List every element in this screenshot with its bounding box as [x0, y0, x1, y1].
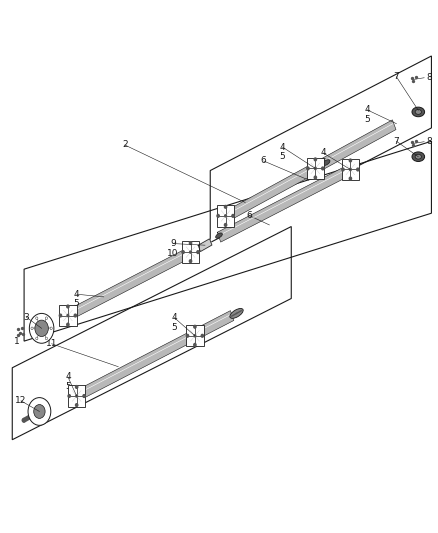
- Polygon shape: [224, 163, 317, 222]
- Circle shape: [307, 167, 309, 170]
- Ellipse shape: [230, 309, 243, 318]
- Text: 3: 3: [23, 313, 29, 321]
- Ellipse shape: [323, 160, 330, 165]
- Bar: [307, 158, 324, 179]
- Circle shape: [217, 214, 219, 217]
- Text: 8: 8: [426, 137, 432, 146]
- Text: 5: 5: [171, 323, 177, 332]
- Text: 4: 4: [65, 373, 71, 381]
- Text: 12: 12: [15, 397, 27, 405]
- Polygon shape: [314, 120, 396, 173]
- Polygon shape: [198, 239, 212, 252]
- Circle shape: [350, 168, 351, 171]
- Bar: [59, 305, 77, 326]
- Circle shape: [67, 305, 69, 308]
- Bar: [182, 241, 199, 263]
- Text: 8: 8: [426, 73, 432, 82]
- Text: 5: 5: [279, 152, 286, 161]
- Text: 1: 1: [14, 337, 20, 345]
- Circle shape: [186, 334, 189, 337]
- Circle shape: [314, 167, 316, 169]
- Circle shape: [225, 215, 226, 217]
- Ellipse shape: [215, 233, 223, 238]
- Circle shape: [76, 395, 78, 397]
- Circle shape: [35, 320, 48, 336]
- Text: 9: 9: [170, 239, 176, 248]
- Text: 5: 5: [364, 115, 370, 124]
- Circle shape: [36, 317, 38, 320]
- Circle shape: [189, 241, 192, 245]
- Text: 4: 4: [74, 290, 79, 298]
- Circle shape: [194, 343, 196, 346]
- Circle shape: [75, 403, 78, 407]
- Circle shape: [75, 385, 78, 389]
- Circle shape: [314, 176, 317, 179]
- Text: 4: 4: [172, 313, 177, 322]
- Circle shape: [342, 168, 344, 171]
- Text: 5: 5: [320, 158, 326, 167]
- Circle shape: [31, 327, 33, 330]
- Circle shape: [194, 325, 196, 328]
- Bar: [68, 385, 85, 407]
- Circle shape: [197, 251, 199, 254]
- Circle shape: [189, 260, 192, 263]
- Circle shape: [67, 314, 69, 317]
- Text: 5: 5: [65, 382, 71, 391]
- Ellipse shape: [412, 152, 424, 161]
- Circle shape: [45, 337, 47, 340]
- Circle shape: [349, 159, 352, 162]
- Text: 4: 4: [364, 106, 370, 114]
- Ellipse shape: [412, 107, 424, 117]
- Circle shape: [36, 337, 38, 340]
- Text: 10: 10: [167, 249, 179, 257]
- Text: 4: 4: [280, 143, 285, 151]
- Circle shape: [182, 251, 184, 254]
- Bar: [342, 159, 359, 180]
- Circle shape: [314, 158, 317, 161]
- Circle shape: [45, 317, 47, 320]
- Circle shape: [59, 314, 62, 317]
- Circle shape: [28, 398, 51, 425]
- Circle shape: [357, 168, 359, 171]
- Text: 2: 2: [122, 141, 127, 149]
- Bar: [217, 205, 234, 227]
- Text: 4: 4: [321, 149, 326, 157]
- Polygon shape: [217, 165, 352, 242]
- Circle shape: [83, 394, 85, 398]
- Text: 7: 7: [393, 72, 399, 81]
- Ellipse shape: [415, 155, 421, 159]
- Bar: [186, 325, 204, 346]
- Circle shape: [232, 214, 234, 217]
- Circle shape: [34, 405, 45, 418]
- Polygon shape: [66, 247, 192, 320]
- Text: 6: 6: [261, 157, 267, 165]
- Circle shape: [29, 313, 54, 343]
- Circle shape: [190, 251, 191, 253]
- Circle shape: [67, 323, 69, 326]
- Circle shape: [224, 205, 227, 208]
- Circle shape: [68, 394, 71, 398]
- Circle shape: [321, 167, 324, 170]
- Circle shape: [201, 334, 204, 337]
- Circle shape: [224, 223, 227, 227]
- Circle shape: [50, 327, 52, 330]
- Text: 5: 5: [74, 300, 80, 308]
- Text: 6: 6: [246, 211, 252, 220]
- Circle shape: [74, 314, 77, 317]
- Ellipse shape: [415, 110, 421, 115]
- Text: 11: 11: [46, 340, 57, 348]
- Circle shape: [194, 335, 196, 337]
- Circle shape: [349, 177, 352, 180]
- Polygon shape: [75, 311, 234, 401]
- Text: 7: 7: [393, 137, 399, 146]
- Circle shape: [22, 418, 26, 423]
